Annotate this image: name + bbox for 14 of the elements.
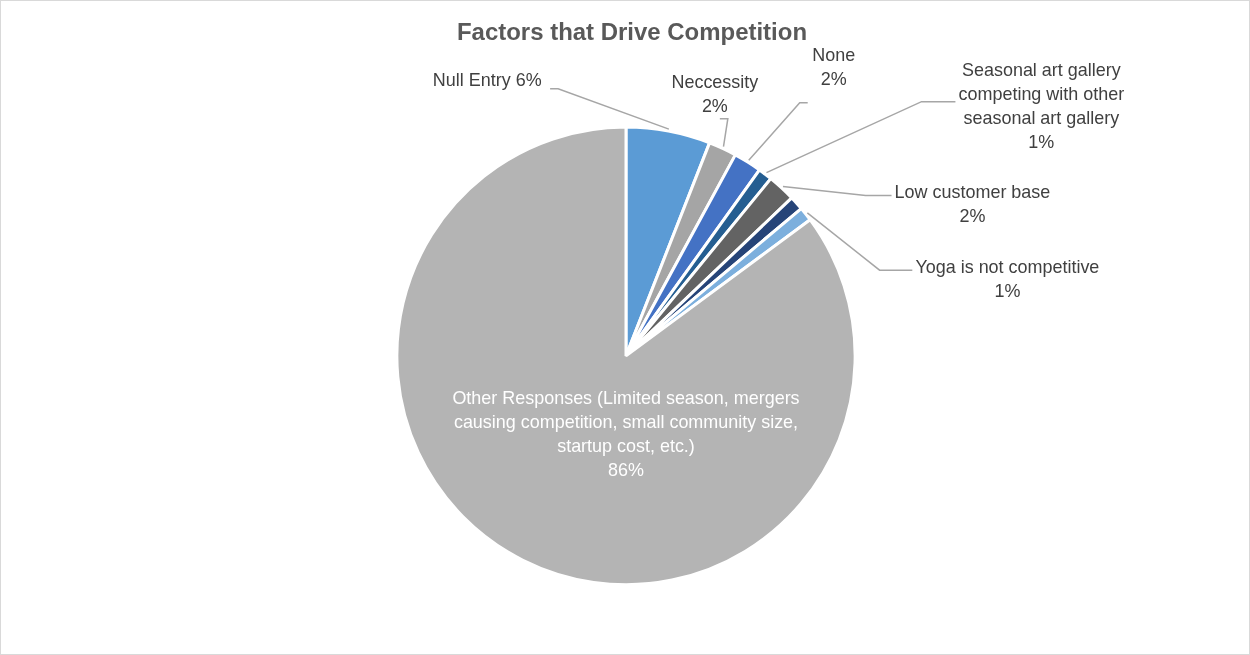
data-label: 2% xyxy=(701,95,728,116)
slice-label: Neccessity xyxy=(671,71,759,92)
data-label: 2% xyxy=(820,68,847,89)
slice-label: Seasonal art gallery competing with other seasonal art gallery xyxy=(958,59,1125,128)
slice-label: Other Responses (Limited season, mergers causing competition, small community size, startup cost, etc.) xyxy=(452,387,800,456)
data-label: 86% xyxy=(608,459,645,480)
data-label: 1% xyxy=(994,281,1021,302)
slice-label: Yoga is not competitive xyxy=(915,257,1100,278)
data-label: 1% xyxy=(1028,131,1055,152)
chart-title: Factors that Drive Competition xyxy=(456,17,808,45)
slice-label: Low customer base xyxy=(894,182,1051,203)
slice-label: Null Entry 6% xyxy=(432,69,542,90)
data-label: 2% xyxy=(959,206,986,227)
slice-label: None xyxy=(812,44,856,65)
